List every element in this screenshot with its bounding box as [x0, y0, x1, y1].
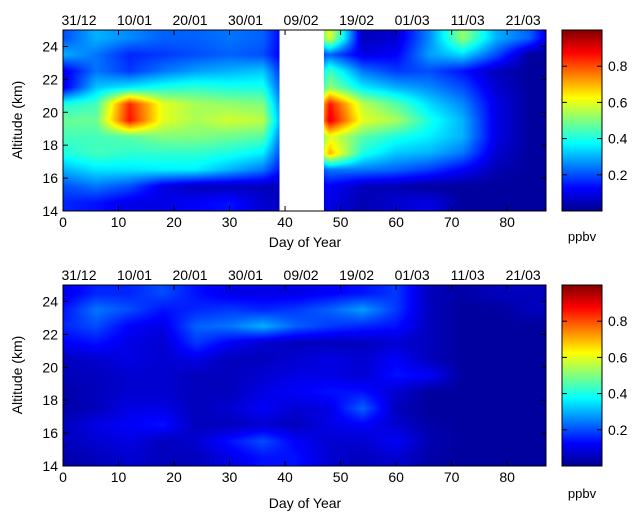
top-plot-frame: [62, 29, 547, 212]
colorbar-tick-label: 0.2: [608, 167, 628, 183]
x-tick-label: 20: [166, 469, 182, 485]
bottom-date-axis: 31/12 10/01 20/01 30/01 09/02 19/02 01/03 11/03…: [61, 267, 540, 283]
x-tick-label: 70: [444, 214, 460, 230]
top-y-tick-labels: 14 16 18 20 22 24: [42, 38, 58, 219]
x-tick-label: 50: [333, 469, 349, 485]
top-heatmap-plot-area: [62, 29, 547, 212]
colorbar-tick-label: 0.8: [608, 313, 628, 329]
bottom-y-axis-label: Altitude (km): [9, 336, 25, 415]
y-tick-label: 20: [42, 104, 58, 120]
top-colorbar: 0.2 0.4 0.6 0.8 ppbv: [561, 29, 628, 244]
y-tick-label: 20: [42, 359, 58, 375]
top-x-tick-labels: 0 10 20 30 40 50 60 70 80: [59, 214, 515, 230]
top-panel: 31/12 10/01 20/01 30/01 09/02 19/02 01/03 11/03…: [9, 12, 628, 250]
x-tick-label: 40: [277, 214, 293, 230]
bottom-x-tick-labels: 0 10 20 30 40 50 60 70 80: [59, 469, 515, 485]
colorbar-tick-label: 0.6: [608, 94, 628, 110]
y-tick-label: 18: [42, 137, 58, 153]
date-tick-label: 30/01: [228, 267, 263, 283]
date-tick-label: 11/03: [451, 267, 485, 283]
top-colorbar-frame: [561, 29, 603, 212]
date-tick-label: 09/02: [284, 267, 319, 283]
bottom-panel: 31/12 10/01 20/01 30/01 09/02 19/02 01/03 11/03…: [9, 267, 628, 511]
y-tick-label: 14: [42, 203, 58, 219]
y-tick-label: 14: [42, 458, 58, 474]
bottom-colorbar-ticks: 0.2 0.4 0.6 0.8: [562, 313, 628, 438]
x-tick-label: 0: [59, 469, 67, 485]
date-tick-label: 19/02: [339, 267, 374, 283]
y-tick-label: 24: [42, 38, 58, 54]
colorbar-tick-label: 0.4: [608, 386, 628, 402]
date-tick-label: 09/02: [284, 12, 319, 28]
x-tick-label: 70: [444, 469, 460, 485]
date-tick-label: 20/01: [173, 12, 208, 28]
date-tick-label: 21/03: [506, 267, 541, 283]
x-tick-label: 80: [499, 214, 515, 230]
x-tick-label: 60: [388, 214, 404, 230]
bottom-colorbar-frame: [561, 284, 603, 467]
top-x-axis-label: Day of Year: [269, 234, 342, 250]
y-tick-label: 16: [42, 425, 58, 441]
x-tick-label: 30: [222, 469, 238, 485]
date-tick-label: 30/01: [228, 12, 263, 28]
y-tick-label: 24: [42, 293, 58, 309]
top-axis-ticks: [62, 30, 546, 212]
x-tick-label: 20: [166, 214, 182, 230]
colorbar-tick-label: 0.2: [608, 422, 628, 438]
date-tick-label: 01/03: [395, 12, 430, 28]
bottom-axis-ticks: [62, 285, 546, 467]
bottom-colorbar-unit: ppbv: [568, 486, 597, 501]
top-date-axis: 31/12 10/01 20/01 30/01 09/02 19/02 01/03 11/03…: [61, 12, 540, 28]
top-y-axis-label: Altitude (km): [9, 81, 25, 160]
date-tick-label: 01/03: [395, 267, 430, 283]
colorbar-tick-label: 0.8: [608, 58, 628, 74]
x-tick-label: 80: [499, 469, 515, 485]
date-tick-label: 21/03: [506, 12, 541, 28]
top-colorbar-gradient: [562, 30, 602, 211]
date-tick-label: 19/02: [339, 12, 374, 28]
date-tick-label: 10/01: [117, 12, 152, 28]
bottom-heatmap-plot-area: [62, 284, 547, 467]
bottom-heatmap-image: [63, 285, 546, 466]
x-tick-label: 30: [222, 214, 238, 230]
x-tick-label: 10: [111, 214, 127, 230]
colorbar-tick-label: 0.6: [608, 349, 628, 365]
y-tick-label: 22: [42, 326, 58, 342]
y-tick-label: 16: [42, 170, 58, 186]
top-colorbar-unit: ppbv: [568, 229, 597, 244]
x-tick-label: 60: [388, 469, 404, 485]
date-tick-label: 20/01: [173, 267, 208, 283]
bottom-colorbar: 0.2 0.4 0.6 0.8 ppbv: [561, 284, 628, 501]
y-tick-label: 18: [42, 392, 58, 408]
bottom-plot-frame: [62, 284, 547, 467]
x-tick-label: 40: [277, 469, 293, 485]
colorbar-tick-label: 0.4: [608, 131, 628, 147]
x-tick-label: 50: [333, 214, 349, 230]
x-tick-label: 0: [59, 214, 67, 230]
date-tick-label: 10/01: [117, 267, 152, 283]
data-gap-rect: [279, 30, 324, 211]
date-tick-label: 31/12: [61, 12, 96, 28]
bottom-y-tick-labels: 14 16 18 20 22 24: [42, 293, 58, 474]
x-tick-label: 10: [111, 469, 127, 485]
bottom-x-axis-label: Day of Year: [269, 495, 342, 511]
date-tick-label: 11/03: [451, 12, 485, 28]
date-tick-label: 31/12: [61, 267, 96, 283]
bottom-colorbar-gradient: [562, 285, 602, 466]
top-colorbar-ticks: 0.2 0.4 0.6 0.8: [562, 58, 628, 183]
top-data-gap: [279, 30, 324, 211]
y-tick-label: 22: [42, 71, 58, 87]
